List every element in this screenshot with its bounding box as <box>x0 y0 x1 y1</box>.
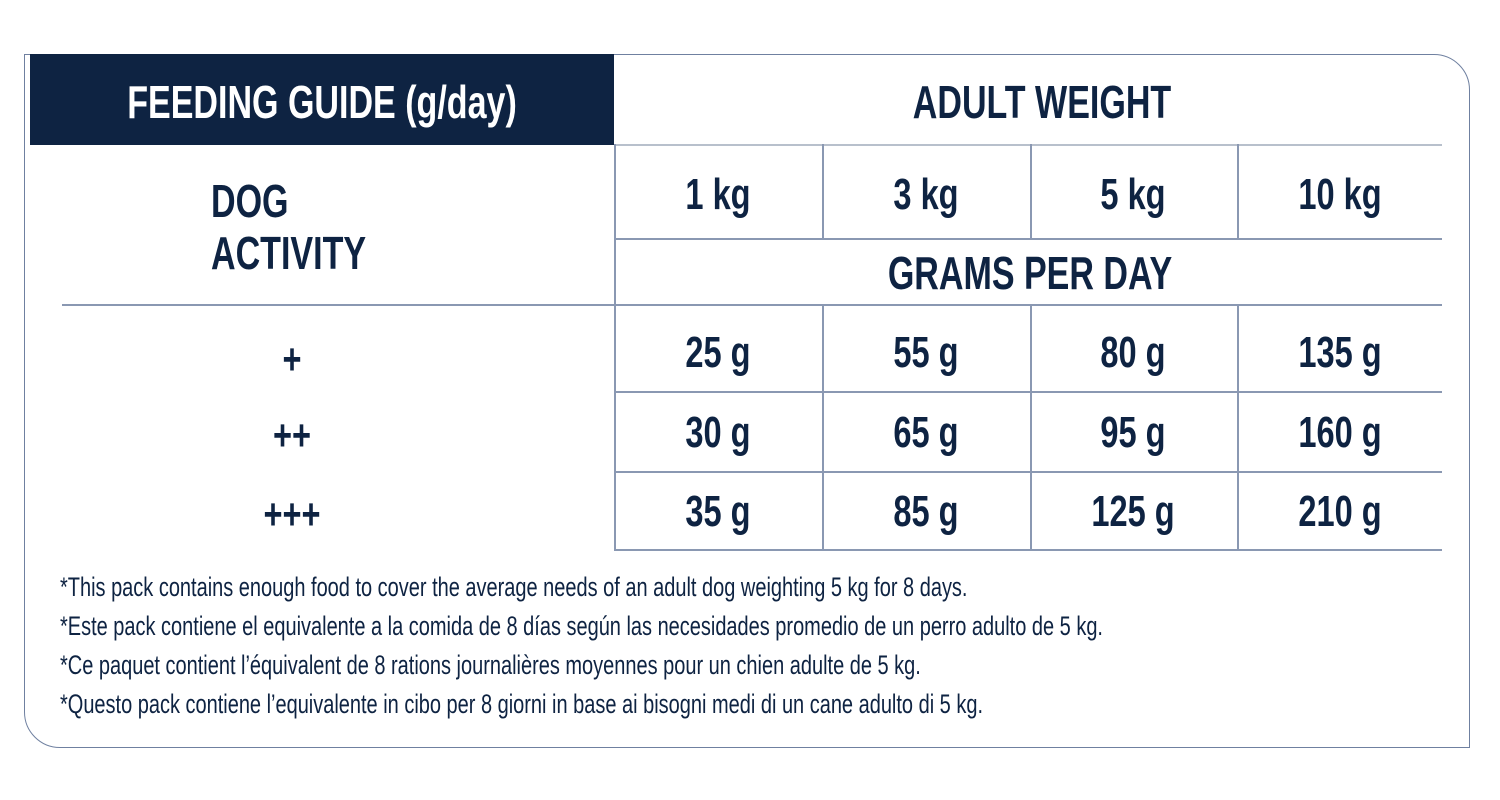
divider <box>614 471 1442 473</box>
feeding-guide-title: FEEDING GUIDE (g/day) <box>127 76 517 128</box>
table-frame <box>24 54 1470 748</box>
table-cell: 25 g <box>685 328 751 377</box>
divider <box>614 144 1442 146</box>
table-cell: 55 g <box>893 328 959 377</box>
weight-header: 10 kg <box>1298 170 1382 219</box>
divider <box>1237 144 1239 238</box>
grams-per-day-header: GRAMS PER DAY <box>887 247 1173 299</box>
table-cell: 210 g <box>1298 487 1382 536</box>
table-cell: 95 g <box>1100 408 1166 457</box>
weight-header: 3 kg <box>893 170 959 219</box>
table-cell: 80 g <box>1100 328 1166 377</box>
footnote-es: *Este pack contiene el equivalente a la … <box>60 611 1103 641</box>
footnote-fr: *Ce paquet contient l’équivalent de 8 ra… <box>60 650 921 680</box>
table-cell: 35 g <box>685 487 751 536</box>
footnote-it: *Questo pack contiene l’equivalente in c… <box>60 689 984 719</box>
table-cell: 30 g <box>685 408 751 457</box>
table-cell: 135 g <box>1298 328 1382 377</box>
adult-weight-header: ADULT WEIGHT <box>912 76 1172 128</box>
activity-level: +++ <box>263 490 321 539</box>
activity-level: ++ <box>272 411 312 460</box>
divider <box>62 304 1442 306</box>
divider <box>822 304 824 550</box>
divider <box>614 549 1442 551</box>
divider <box>1237 304 1239 550</box>
divider <box>614 391 1442 393</box>
footnote-en: *This pack contains enough food to cover… <box>60 572 968 602</box>
table-cell: 85 g <box>893 487 959 536</box>
divider <box>614 144 616 550</box>
title-banner <box>30 54 614 145</box>
divider <box>614 238 1442 240</box>
weight-header: 5 kg <box>1100 170 1166 219</box>
activity-level: + <box>282 335 302 384</box>
dog-activity-label-line2: ACTIVITY <box>211 227 367 279</box>
divider <box>822 144 824 238</box>
divider <box>1030 144 1032 238</box>
weight-header: 1 kg <box>685 170 751 219</box>
table-cell: 160 g <box>1298 408 1382 457</box>
table-cell: 125 g <box>1091 487 1175 536</box>
divider <box>1030 304 1032 550</box>
dog-activity-label-line1: DOG <box>211 175 289 227</box>
table-cell: 65 g <box>893 408 959 457</box>
